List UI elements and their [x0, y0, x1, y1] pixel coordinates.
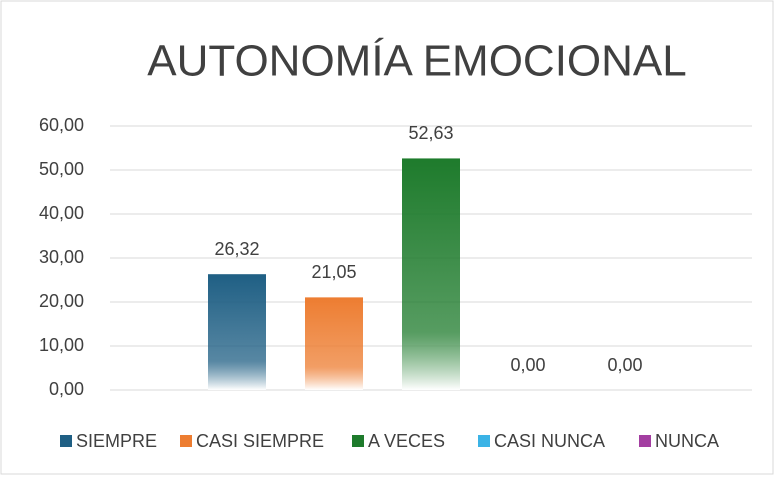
bar — [208, 274, 266, 390]
bar — [402, 158, 460, 390]
legend-label: A VECES — [368, 431, 445, 451]
y-tick-label: 10,00 — [39, 335, 84, 355]
data-label: 0,00 — [510, 355, 545, 375]
y-tick-label: 0,00 — [49, 379, 84, 399]
legend-label: CASI NUNCA — [494, 431, 605, 451]
legend-swatch — [60, 435, 72, 447]
legend-label: NUNCA — [655, 431, 719, 451]
data-label: 21,05 — [311, 262, 356, 282]
legend-label: CASI SIEMPRE — [196, 431, 324, 451]
y-tick-label: 40,00 — [39, 203, 84, 223]
data-label: 0,00 — [607, 355, 642, 375]
y-tick-label: 60,00 — [39, 115, 84, 135]
data-label: 26,32 — [214, 239, 259, 259]
y-tick-label: 30,00 — [39, 247, 84, 267]
chart-title: AUTONOMÍA EMOCIONAL — [147, 37, 687, 86]
y-tick-label: 20,00 — [39, 291, 84, 311]
legend-swatch — [478, 435, 490, 447]
bar — [305, 297, 363, 390]
data-label: 52,63 — [408, 123, 453, 143]
legend-swatch — [352, 435, 364, 447]
legend-label: SIEMPRE — [76, 431, 157, 451]
y-tick-label: 50,00 — [39, 159, 84, 179]
legend-swatch — [639, 435, 651, 447]
legend-swatch — [180, 435, 192, 447]
